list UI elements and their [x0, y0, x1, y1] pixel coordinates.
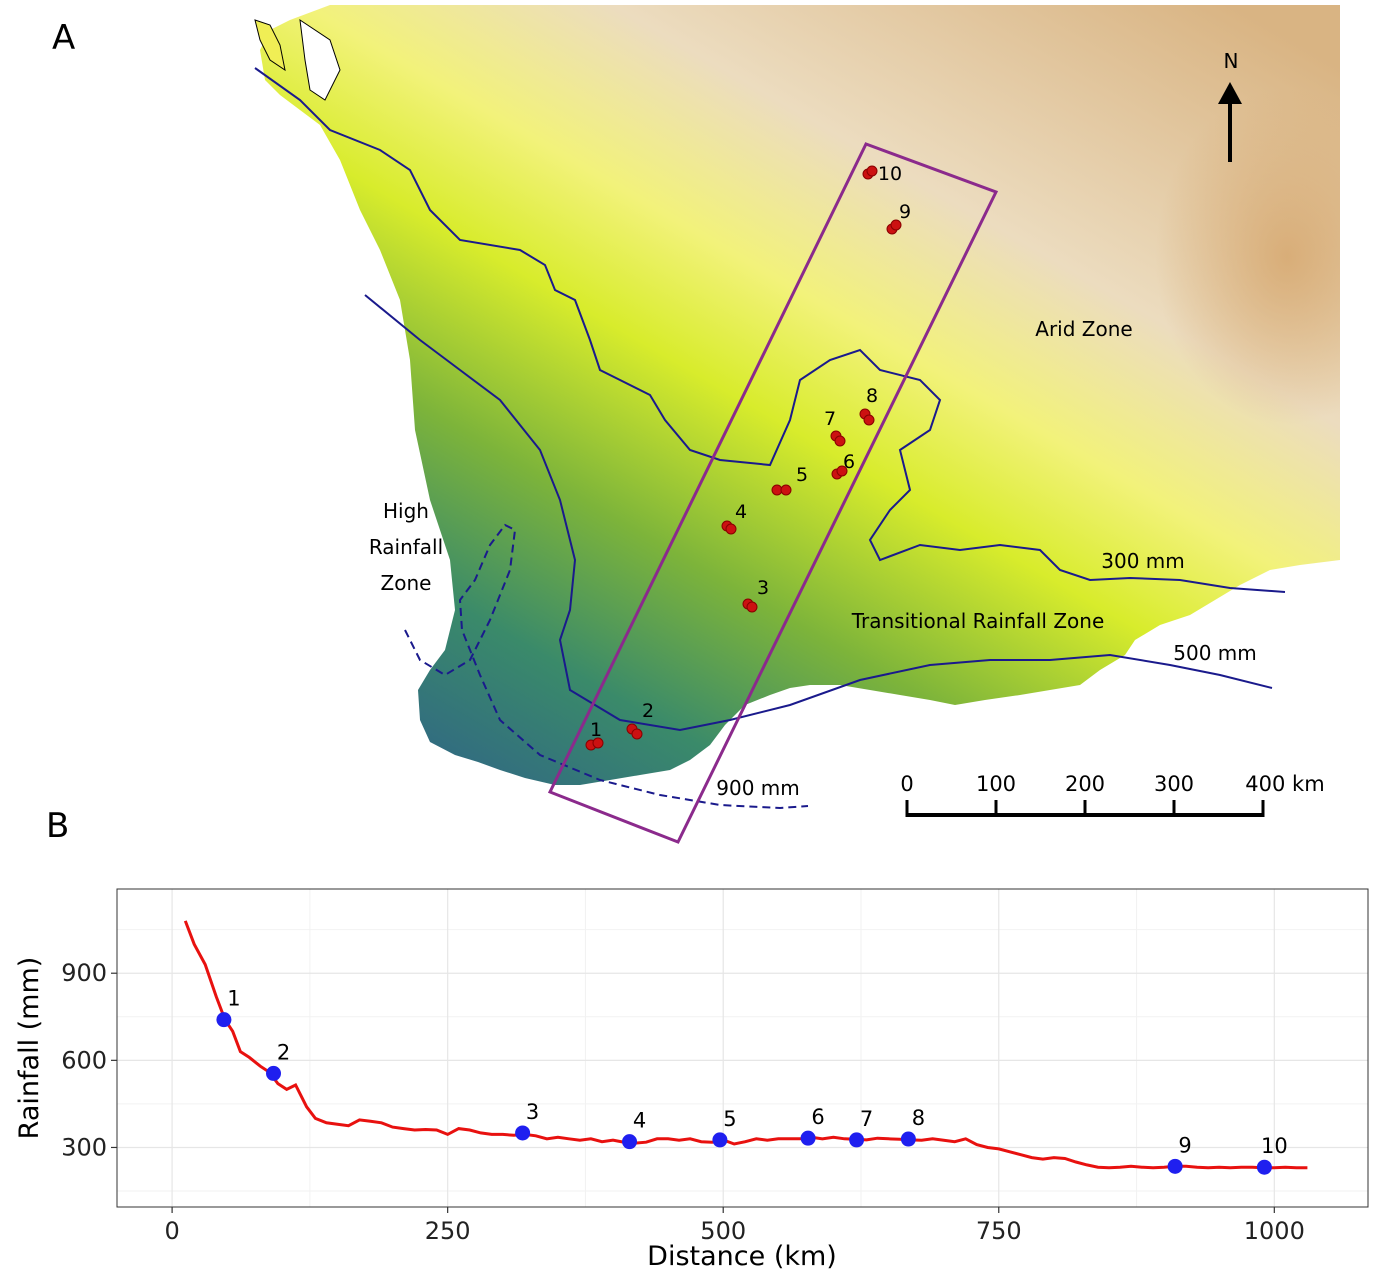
site-label-3: 3 — [757, 577, 769, 599]
x-tick-label-0: 0 — [164, 1217, 179, 1245]
isohyet-900-label: 900 mm — [716, 776, 800, 800]
scale-label-300: 300 — [1154, 772, 1194, 796]
chart-grid — [117, 889, 1368, 1207]
x-axis-title: Distance (km) — [647, 1241, 837, 1270]
point-label-10: 10 — [1261, 1134, 1288, 1158]
point-6 — [800, 1130, 816, 1146]
point-label-3: 3 — [526, 1100, 539, 1124]
north-arrow: N — [1218, 49, 1242, 162]
point-label-9: 9 — [1178, 1133, 1191, 1157]
isohyet-500mm — [364, 294, 1273, 732]
y-tick-label-600: 600 — [61, 1046, 107, 1074]
isohyet-lines — [254, 67, 1286, 810]
site-label-7: 7 — [824, 408, 836, 430]
y-axis-title: Rainfall (mm) — [14, 957, 45, 1140]
x-tick-label-500: 500 — [700, 1217, 746, 1245]
x-tick-label-750: 750 — [976, 1217, 1022, 1245]
point-5 — [712, 1132, 728, 1148]
point-label-2: 2 — [277, 1040, 290, 1064]
point-10 — [1256, 1159, 1272, 1175]
zone-transitional: Transitional Rainfall Zone — [851, 609, 1105, 633]
point-4 — [622, 1134, 638, 1150]
point-2 — [266, 1065, 282, 1081]
north-label: N — [1224, 49, 1239, 73]
site-label-5: 5 — [796, 464, 808, 486]
x-tick-label-250: 250 — [425, 1217, 471, 1245]
isohyet-500-label: 500 mm — [1173, 641, 1257, 665]
scale-label-200: 200 — [1065, 772, 1105, 796]
y-tick-label-900: 900 — [61, 959, 107, 987]
point-label-6: 6 — [811, 1105, 824, 1129]
isohyet-300mm — [254, 67, 1286, 593]
point-label-1: 1 — [227, 987, 240, 1011]
site-label-4: 4 — [735, 501, 747, 523]
point-8 — [900, 1131, 916, 1147]
site-label-2: 2 — [642, 700, 654, 722]
site-label-9: 9 — [899, 201, 911, 223]
scale-bar: 0 100 200 300 400 km — [900, 772, 1325, 817]
point-7 — [849, 1132, 865, 1148]
peninsula — [254, 19, 286, 72]
zone-high-line2: Rainfall — [369, 535, 443, 559]
point-1 — [216, 1012, 232, 1028]
y-tick-label-300: 300 — [61, 1133, 107, 1161]
chart-points: 1 2 3 4 5 6 7 8 9 10 — [216, 987, 1288, 1175]
zone-arid: Arid Zone — [1035, 317, 1132, 341]
scale-label-100: 100 — [976, 772, 1016, 796]
site-labels: 1 2 3 4 5 6 7 8 9 10 — [590, 163, 911, 741]
zone-high-line3: Zone — [381, 571, 432, 595]
panel-a-label: A — [52, 18, 76, 58]
point-9 — [1167, 1158, 1183, 1174]
site-label-8: 8 — [866, 385, 878, 407]
site-label-10: 10 — [878, 163, 902, 185]
isohyet-300-label: 300 mm — [1101, 549, 1185, 573]
plot-border — [116, 888, 1369, 1208]
point-label-4: 4 — [633, 1109, 646, 1133]
point-label-8: 8 — [912, 1106, 925, 1130]
point-label-5: 5 — [723, 1107, 736, 1131]
x-tick-label-1000: 1000 — [1244, 1217, 1305, 1245]
rainfall-map: N High Rainfall Zone Transitional Rainfa… — [254, 5, 1340, 844]
point-3 — [515, 1125, 531, 1141]
site-label-6: 6 — [843, 451, 855, 473]
rainfall-profile-chart: 0 250 500 750 1000 300 600 900 1 2 3 4 5 6 7 8 9 10 Dist… — [14, 888, 1369, 1270]
scale-label-400: 400 km — [1245, 772, 1324, 796]
zone-high-line1: High — [383, 499, 429, 523]
transect-box — [547, 142, 999, 844]
point-label-7: 7 — [860, 1107, 873, 1131]
bay — [299, 18, 341, 101]
site-markers — [585, 165, 902, 751]
scale-label-0: 0 — [900, 772, 913, 796]
site-label-1: 1 — [590, 719, 602, 741]
isohyet-900mm — [404, 523, 809, 810]
arid-shading — [900, 5, 1340, 565]
chart-axes: 0 250 500 750 1000 300 600 900 — [61, 959, 1305, 1245]
panel-b-label: B — [46, 806, 70, 846]
rainfall-line — [183, 920, 1308, 1170]
